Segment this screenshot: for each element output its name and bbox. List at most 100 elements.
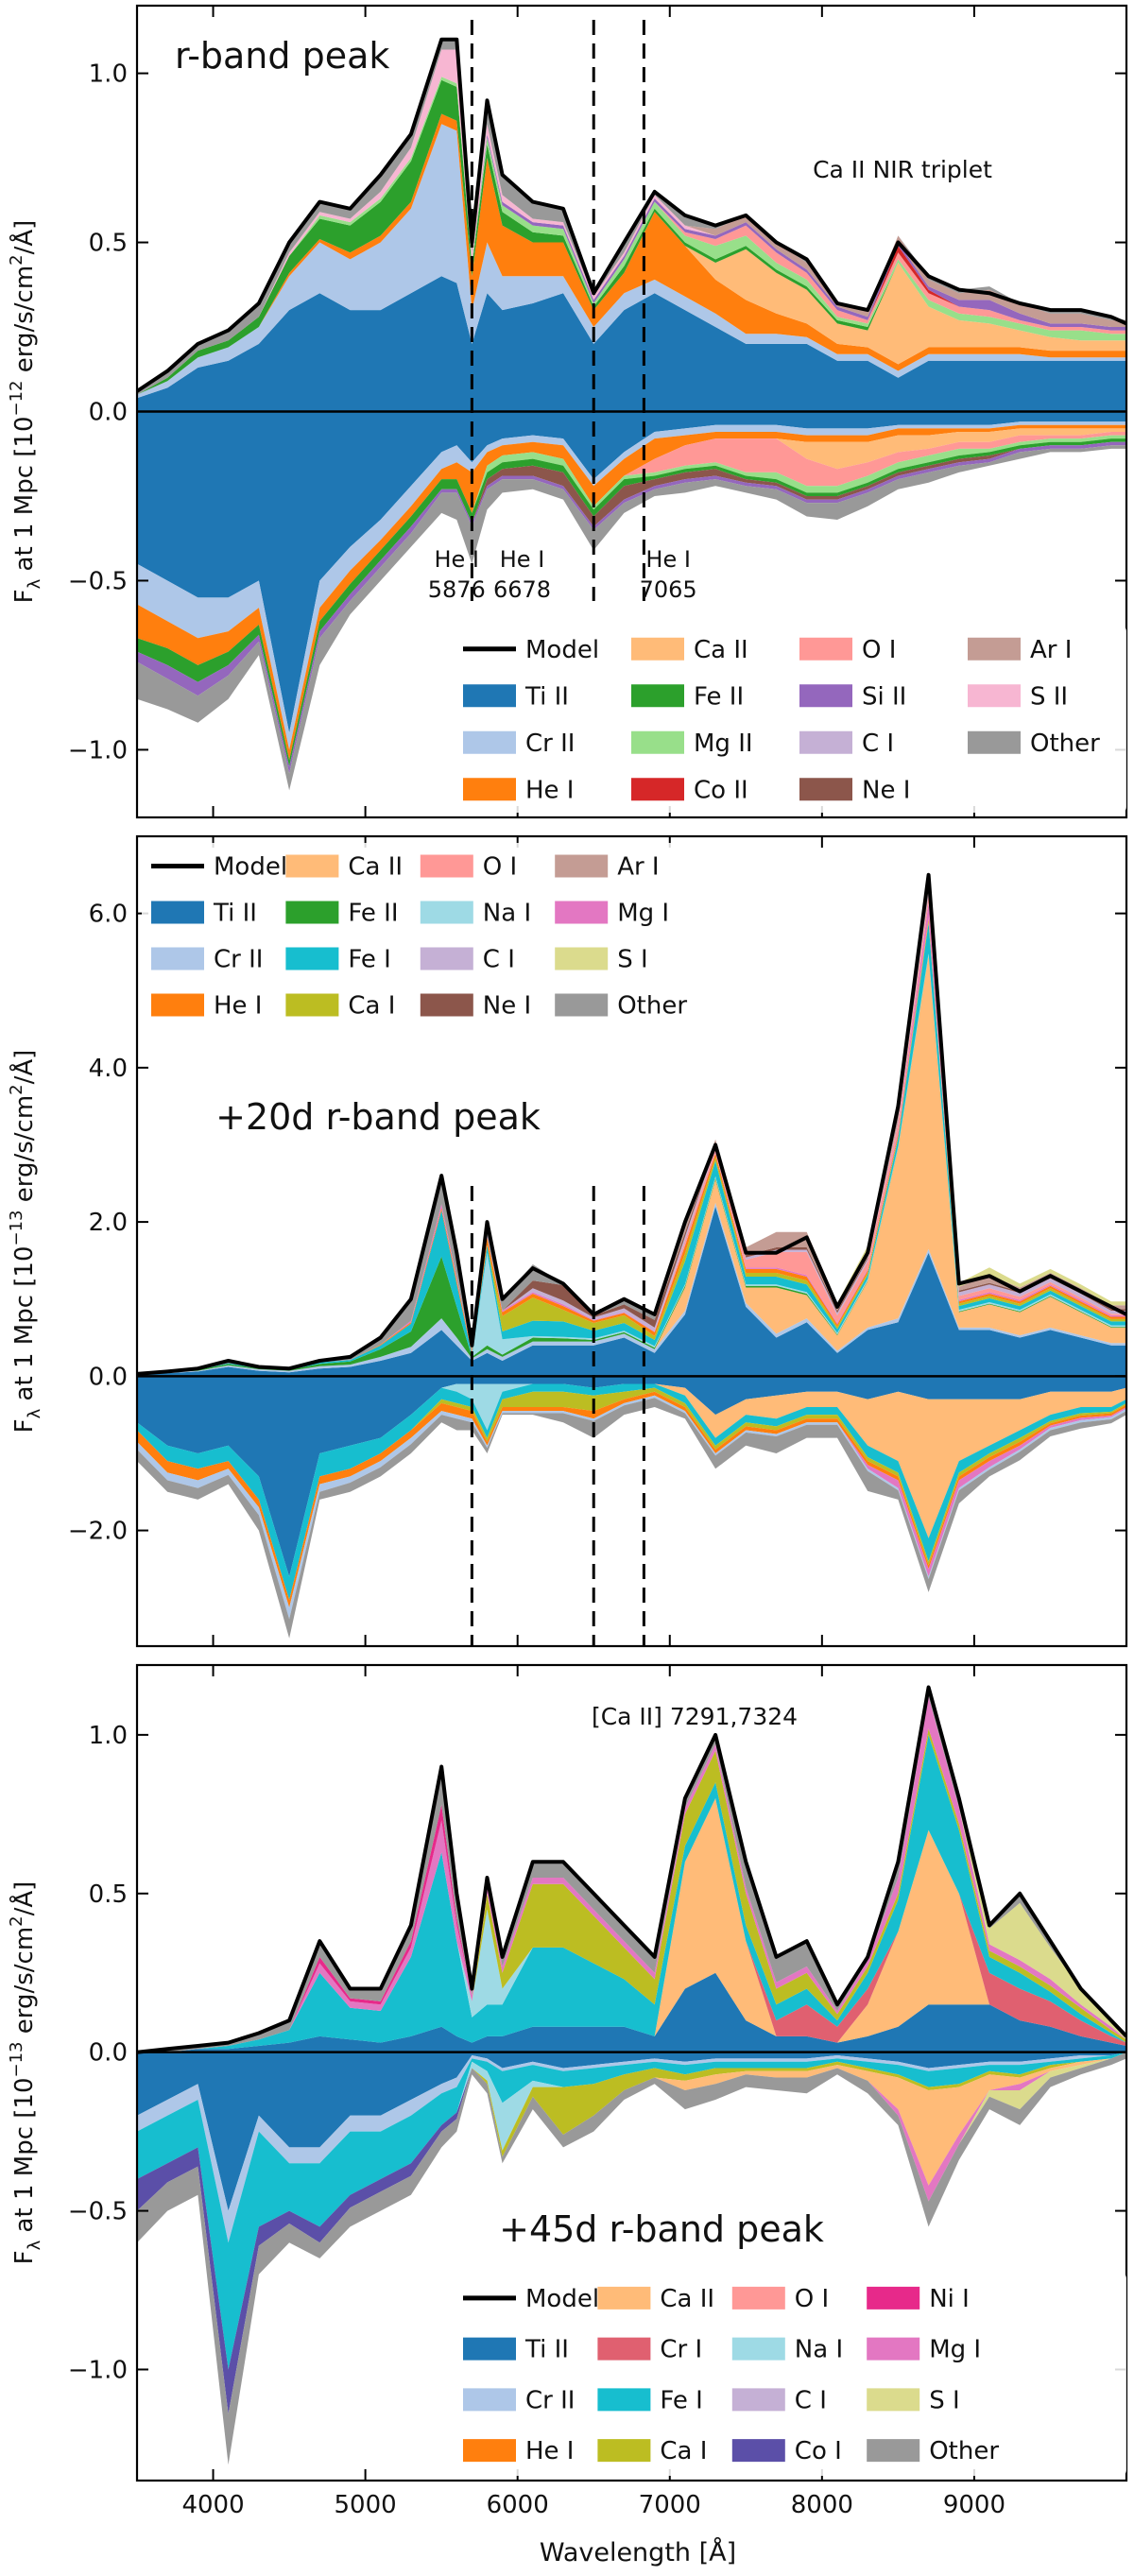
legend-label-model: Model — [214, 853, 287, 882]
legend-label-si-ii: Si II — [862, 682, 906, 711]
y-axis-label: Fλ at 1 Mpc [10−13 erg/s/cm2/Å] — [7, 1881, 44, 2265]
legend-swatch-other — [968, 730, 1021, 754]
plot-area — [137, 872, 1126, 1639]
panel-top: 1.0 0.5 0.0 −0.5 −1.0 Fλ at 1 Mpc [10−12 erg/… — [7, 4, 1128, 819]
legend-swatch-ti-ii — [151, 901, 204, 924]
panel-title: +45d r-band peak — [499, 2208, 824, 2250]
legend-label-cr-ii: Cr II — [214, 946, 263, 974]
legend: Model Ti II Cr II He I Ca II Cr I Fe I Ca I O I N… — [454, 2273, 1126, 2476]
area-pos-ti-ii — [137, 1972, 1126, 2052]
y-tick-label: 0.0 — [89, 2039, 128, 2068]
legend-label-fe-ii: Fe II — [694, 682, 744, 711]
legend-label-other: Other — [1030, 730, 1100, 758]
legend-swatch-cr-ii — [463, 730, 516, 754]
legend-swatch-he-i — [151, 993, 204, 1017]
y-tick-label: 4.0 — [89, 1055, 128, 1083]
area-pos-ca-ii — [137, 1798, 1126, 2052]
legend-swatch-ar-i — [555, 854, 609, 878]
legend-swatch-ca-ii — [285, 854, 339, 878]
y-axis-label: Fλ at 1 Mpc [10−13 erg/s/cm2/Å] — [7, 1050, 44, 1434]
y-tick-label: −0.5 — [68, 567, 128, 595]
he-label-name: He I — [500, 546, 545, 573]
he-label-name: He I — [434, 546, 479, 573]
legend-label-c-i: C I — [795, 2386, 827, 2414]
y-tick-label: −1.0 — [68, 2356, 128, 2384]
legend-label-ne-i: Ne I — [483, 992, 531, 1021]
model-line — [137, 872, 1126, 1376]
area-pos-fe-i — [137, 1734, 1126, 2052]
area-pos-ti-ii — [137, 1206, 1126, 1377]
legend-label-s-i: S I — [929, 2386, 959, 2414]
legend-label-ti-ii: Ti II — [524, 2336, 569, 2364]
area-pos-ti-ii — [137, 276, 1126, 412]
legend-label-other: Other — [929, 2437, 999, 2465]
panel-middle: 6.0 4.0 2.0 0.0 −2.0 Fλ at 1 Mpc [10−13 erg/s… — [7, 834, 1128, 1648]
legend-swatch-ca-ii — [597, 2286, 651, 2310]
y-tick-label: 2.0 — [89, 1209, 128, 1237]
legend-box — [454, 626, 1126, 813]
legend-swatch-o-i — [731, 2286, 785, 2310]
x-tick-label: 9000 — [943, 2491, 1005, 2519]
legend-label-ti-ii: Ti II — [213, 900, 257, 928]
legend-swatch-cr-i — [597, 2337, 651, 2361]
legend-label-cr-i: Cr I — [660, 2336, 702, 2364]
y-tick-label: 0.0 — [89, 1363, 128, 1391]
legend-label-fe-i: Fe I — [660, 2386, 702, 2414]
y-axis-label: Fλ at 1 Mpc [10−12 erg/s/cm2/Å] — [7, 220, 44, 604]
legend-label-ca-ii: Ca II — [348, 853, 403, 882]
legend-label-ca-ii: Ca II — [694, 636, 748, 664]
area-neg-fe-i — [137, 1383, 1126, 1600]
legend-label-cr-ii: Cr II — [525, 730, 575, 758]
legend-label-other: Other — [617, 992, 687, 1021]
legend-label-ar-i: Ar I — [1030, 636, 1072, 664]
legend-label-model: Model — [525, 636, 599, 664]
he-label-wavelength: 7065 — [640, 576, 697, 603]
legend-label-co-i: Co I — [795, 2437, 842, 2465]
legend-swatch-ne-i — [420, 993, 473, 1017]
axes-frame — [135, 834, 1128, 1648]
legend-swatch-fe-i — [597, 2388, 651, 2412]
legend-box — [454, 2273, 1126, 2476]
legend-label-o-i: O I — [862, 636, 896, 664]
line-annotation: [Ca II] 7291,7324 — [592, 1703, 798, 1730]
legend-label-o-i: O I — [483, 853, 517, 882]
legend-swatch-s-i — [867, 2388, 920, 2412]
legend-label-he-i: He I — [214, 992, 262, 1021]
legend-label-na-i: Na I — [795, 2336, 843, 2364]
legend-label-o-i: O I — [795, 2285, 829, 2313]
y-tick-label: −1.0 — [68, 736, 128, 764]
y-tick-label: 1.0 — [89, 60, 128, 89]
legend-label-ti-ii: Ti II — [524, 682, 569, 711]
legend-swatch-fe-ii — [631, 684, 684, 708]
y-tick-label: 1.0 — [89, 1722, 128, 1750]
legend-swatch-fe-i — [285, 947, 339, 970]
x-axis-label: Wavelength [Å] — [540, 2537, 736, 2567]
legend-swatch-mg-i — [555, 901, 609, 924]
legend-label-s-i: S I — [617, 946, 647, 974]
legend-label-co-ii: Co II — [694, 776, 748, 804]
legend-label-ca-i: Ca I — [660, 2437, 707, 2465]
legend-label-fe-ii: Fe II — [348, 900, 398, 928]
y-tick-label: −0.5 — [68, 2198, 128, 2226]
area-neg-ti-ii — [137, 411, 1126, 733]
area-neg-he-i — [137, 424, 1126, 761]
legend-swatch-c-i — [731, 2388, 785, 2412]
plot-area — [137, 37, 1126, 791]
x-tick-label: 8000 — [791, 2491, 853, 2519]
area-pos-fe-ii — [137, 79, 1126, 395]
legend-swatch-c-i — [799, 730, 852, 754]
legend-swatch-he-i — [463, 778, 516, 801]
area-pos-ca-ii — [137, 113, 1126, 395]
legend-swatch-co-ii — [631, 778, 684, 801]
legend-swatch-s-ii — [968, 684, 1021, 708]
legend-swatch-other — [867, 2439, 920, 2463]
model-line — [137, 1685, 1126, 2054]
legend-label-cr-ii: Cr II — [525, 2386, 575, 2414]
area-neg-ti-ii — [137, 1376, 1126, 1577]
legend-swatch-ca-i — [597, 2439, 651, 2463]
area-pos-cr-ii — [137, 1202, 1126, 1375]
legend-label-he-i: He I — [525, 2437, 574, 2465]
legend-swatch-o-i — [799, 637, 852, 661]
legend-swatch-cr-ii — [151, 947, 204, 970]
